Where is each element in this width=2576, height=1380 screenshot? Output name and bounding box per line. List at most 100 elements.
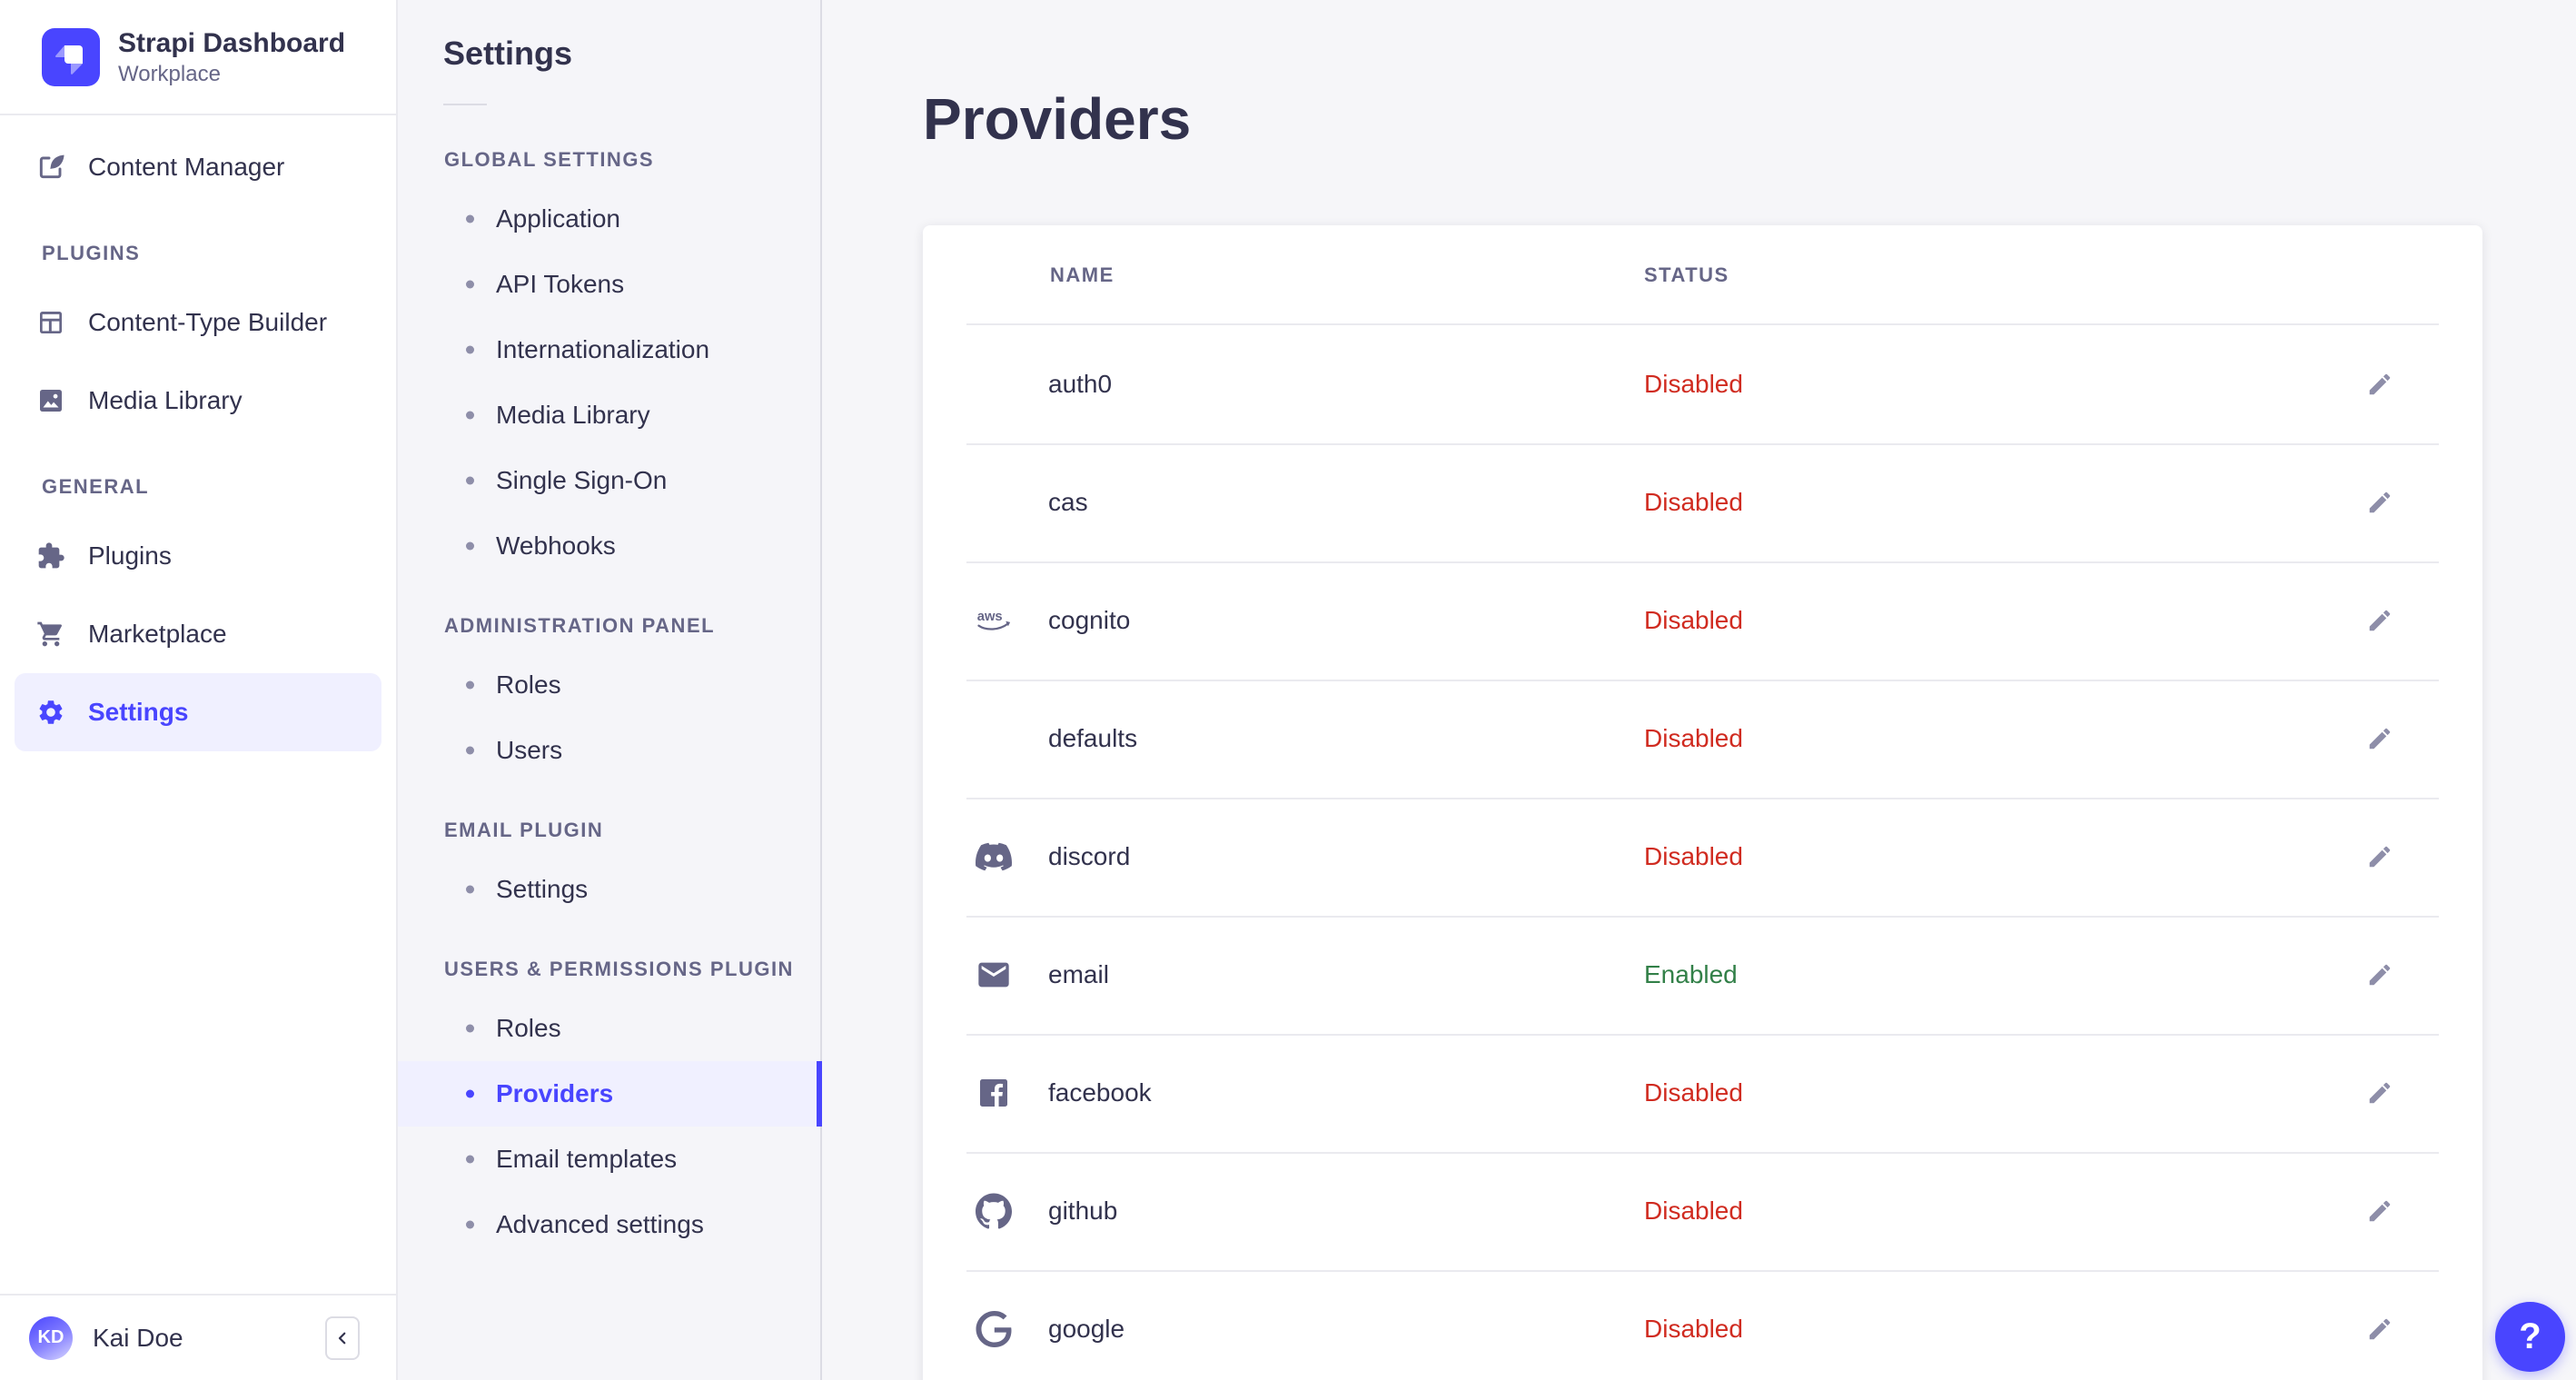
gear-icon [36, 698, 65, 727]
subnav-section-global-settings: GLOBAL SETTINGS Application API Tokens Inte… [398, 146, 820, 579]
sidebar-item-label: Marketplace [88, 620, 227, 648]
sidebar-item-label: Settings [88, 698, 189, 726]
subnav-item-settings[interactable]: Settings [398, 857, 820, 922]
edit-provider-button[interactable] [2351, 1300, 2409, 1358]
status-text: Disabled [1644, 488, 1743, 516]
edit-provider-button[interactable] [2351, 710, 2409, 768]
status-text: Disabled [1644, 370, 1743, 398]
table-header: NAME STATUS [923, 225, 2482, 325]
status-text: Disabled [1644, 1196, 1743, 1225]
subnav-item-media-library[interactable]: Media Library [398, 382, 820, 448]
facebook-icon [976, 1034, 1012, 1152]
main-content: Providers NAME STATUS auth0 Disabled cas Di… [822, 0, 2576, 1380]
subnav-item-single-sign-on[interactable]: Single Sign-On [398, 448, 820, 513]
status-text: Disabled [1644, 724, 1743, 752]
sidebar-item-label: Content-Type Builder [88, 308, 328, 336]
subnav-title: Settings [443, 35, 573, 72]
pencil-icon [2366, 607, 2393, 634]
subnav-sections: GLOBAL SETTINGS Application API Tokens Inte… [398, 146, 822, 1257]
discord-icon [976, 798, 1012, 916]
cart-icon [36, 620, 65, 649]
settings-subnav: Settings GLOBAL SETTINGS Application API T… [398, 0, 822, 1380]
provider-name: cas [1048, 488, 1088, 516]
subnav-section-label: USERS & PERMISSIONS PLUGIN [444, 958, 794, 980]
pencil-icon [2366, 371, 2393, 398]
sidebar-item-label: Content Manager [88, 153, 285, 181]
provider-name: defaults [1048, 724, 1138, 752]
provider-row-github[interactable]: github Disabled [923, 1152, 2482, 1270]
subnav-item-users[interactable]: Users [398, 718, 820, 783]
nav-section-label-plugins: PLUGINS [42, 242, 141, 264]
sidebar-item-settings[interactable]: Settings [15, 673, 381, 751]
provider-name: email [1048, 960, 1109, 988]
sidebar-item-content-manager[interactable]: Content Manager [15, 128, 381, 206]
main-nav: Content Manager PLUGINS Content-Type Build… [0, 128, 396, 751]
subnav-item-advanced-settings[interactable]: Advanced settings [398, 1192, 820, 1257]
status-text: Disabled [1644, 842, 1743, 870]
edit-provider-button[interactable] [2351, 946, 2409, 1004]
edit-provider-button[interactable] [2351, 1182, 2409, 1240]
pencil-icon [2366, 1079, 2393, 1107]
provider-row-email[interactable]: email Enabled [923, 916, 2482, 1034]
sidebar-item-media-library[interactable]: Media Library [15, 362, 381, 440]
status-text: Enabled [1644, 960, 1738, 988]
subnav-item-email-templates[interactable]: Email templates [398, 1127, 820, 1192]
subnav-item-internationalization[interactable]: Internationalization [398, 317, 820, 382]
subnav-item-roles[interactable]: Roles [398, 996, 820, 1061]
column-header-status: STATUS [1644, 263, 1729, 286]
provider-row-cas[interactable]: cas Disabled [923, 443, 2482, 561]
question-mark-icon: ? [2519, 1316, 2541, 1356]
collapse-sidebar-button[interactable] [325, 1315, 360, 1360]
sidebar-footer: KD Kai Doe [0, 1294, 396, 1380]
nav-section-label-general: GENERAL [42, 475, 150, 498]
brand: Strapi Dashboard Workplace [0, 0, 396, 115]
workspace-name: Workplace [118, 61, 221, 86]
pencil-icon [2366, 843, 2393, 870]
provider-row-defaults[interactable]: defaults Disabled [923, 680, 2482, 798]
provider-name: github [1048, 1196, 1118, 1225]
subnav-section-label: EMAIL PLUGIN [444, 819, 604, 841]
svg-text:aws: aws [977, 610, 1003, 624]
subnav-title-divider [443, 104, 487, 105]
github-icon [976, 1152, 1012, 1270]
provider-row-cognito[interactable]: aws cognito Disabled [923, 561, 2482, 680]
edit-provider-button[interactable] [2351, 591, 2409, 650]
edit-provider-button[interactable] [2351, 828, 2409, 886]
provider-row-facebook[interactable]: facebook Disabled [923, 1034, 2482, 1152]
column-header-name: NAME [1050, 263, 1115, 286]
edit-provider-button[interactable] [2351, 1064, 2409, 1122]
subnav-section-users-permissions-plugin: USERS & PERMISSIONS PLUGIN Roles Providers… [398, 956, 822, 1257]
subnav-section-label: ADMINISTRATION PANEL [444, 614, 716, 637]
provider-row-google[interactable]: google Disabled [923, 1270, 2482, 1380]
envelope-icon [976, 916, 1012, 1034]
provider-row-auth0[interactable]: auth0 Disabled [923, 325, 2482, 443]
edit-provider-button[interactable] [2351, 355, 2409, 413]
subnav-section-label: GLOBAL SETTINGS [444, 148, 655, 171]
page-title: Providers [923, 86, 1192, 152]
sidebar-item-label: Media Library [88, 386, 243, 414]
status-text: Disabled [1644, 1078, 1743, 1107]
pencil-icon [2366, 725, 2393, 752]
subnav-item-application[interactable]: Application [398, 186, 820, 252]
subnav-item-webhooks[interactable]: Webhooks [398, 513, 820, 579]
sidebar-item-plugins[interactable]: Plugins [15, 517, 381, 595]
content-manager-icon [36, 153, 65, 182]
sidebar-item-marketplace[interactable]: Marketplace [15, 595, 381, 673]
subnav-item-api-tokens[interactable]: API Tokens [398, 252, 820, 317]
avatar[interactable]: KD [29, 1315, 73, 1360]
table-body: auth0 Disabled cas Disabled aws cognito Disabl… [923, 325, 2482, 1380]
edit-provider-button[interactable] [2351, 473, 2409, 531]
sidebar-item-content-type-builder[interactable]: Content-Type Builder [15, 283, 381, 362]
provider-name: facebook [1048, 1078, 1152, 1107]
provider-row-discord[interactable]: discord Disabled [923, 798, 2482, 916]
subnav-section-administration-panel: ADMINISTRATION PANEL Roles Users [398, 612, 820, 783]
status-text: Disabled [1644, 606, 1743, 634]
pencil-icon [2366, 489, 2393, 516]
provider-name: google [1048, 1315, 1125, 1343]
pencil-icon [2366, 961, 2393, 988]
subnav-item-roles[interactable]: Roles [398, 652, 820, 718]
app-title: Strapi Dashboard [118, 27, 346, 58]
help-button[interactable]: ? [2495, 1302, 2565, 1372]
user-name: Kai Doe [93, 1323, 183, 1352]
subnav-item-providers[interactable]: Providers [398, 1061, 822, 1127]
